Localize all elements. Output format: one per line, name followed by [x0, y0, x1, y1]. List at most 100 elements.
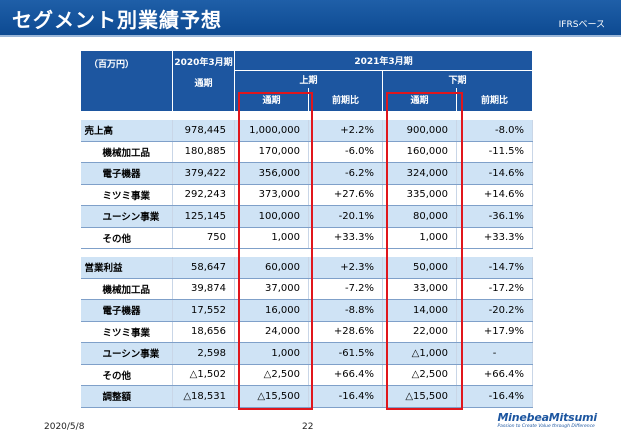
fy2020-value: 39,874	[172, 278, 235, 300]
second-half-yoy: +33.3%	[456, 227, 533, 249]
table-row: 電子機器 379,422 356,000 -6.2% 324,000 -14.6…	[80, 162, 533, 185]
fy2020-value: 17,552	[172, 299, 235, 322]
row-label: 調整額	[80, 385, 173, 408]
table-row: 機械加工品 180,885 170,000 -6.0% 160,000 -11.…	[80, 141, 533, 163]
first-half-yoy: -20.1%	[308, 205, 383, 228]
first-half-value: 37,000	[234, 278, 309, 300]
segment-forecast-table: （百万円） 2020年3月期 通期 2021年3月期 上期 下期 通期 前期比 …	[80, 50, 533, 408]
accounting-basis-label: IFRSベース	[558, 20, 605, 30]
row-label: 電子機器	[80, 162, 173, 185]
second-half-value: △1,000	[382, 342, 457, 365]
second-half-value: 14,000	[382, 299, 457, 322]
row-label: その他	[80, 227, 173, 249]
second-half-value: 22,000	[382, 321, 457, 343]
table-row: ユーシン事業 2,598 1,000 -61.5% △1,000 -	[80, 342, 533, 365]
fy2020-value: 379,422	[172, 162, 235, 185]
row-label: ミツミ事業	[80, 184, 173, 206]
first-half-value: △15,500	[234, 385, 309, 408]
second-half-yoy: -16.4%	[456, 385, 533, 408]
first-half-yoy: -6.2%	[308, 162, 383, 185]
first-half-yoy: -6.0%	[308, 141, 383, 163]
first-half-header: 上期	[234, 70, 383, 88]
first-half-yoy: +33.3%	[308, 227, 383, 249]
first-half-value: 60,000	[234, 256, 309, 279]
fy2020-value: 978,445	[172, 119, 235, 142]
page-number: 22	[302, 422, 314, 432]
table-row: ミツミ事業 18,656 24,000 +28.6% 22,000 +17.9%	[80, 321, 533, 343]
second-half-yoy: -14.6%	[456, 162, 533, 185]
fy2021-header: 2021年3月期	[234, 50, 533, 71]
fy2020-value: 2,598	[172, 342, 235, 365]
row-label: ミツミ事業	[80, 321, 173, 343]
fy2020-value: 125,145	[172, 205, 235, 228]
second-half-yoy: -11.5%	[456, 141, 533, 163]
first-half-yoy: -7.2%	[308, 278, 383, 300]
first-half-value: △2,500	[234, 364, 309, 386]
fy2020-value: 292,243	[172, 184, 235, 206]
second-half-header: 下期	[382, 70, 533, 88]
first-half-value: 100,000	[234, 205, 309, 228]
table-row: 調整額 △18,531 △15,500 -16.4% △15,500 -16.4…	[80, 385, 533, 408]
first-half-value: 16,000	[234, 299, 309, 322]
second-half-yoy: +17.9%	[456, 321, 533, 343]
title-underline	[0, 35, 621, 37]
fy2020-value: 58,647	[172, 256, 235, 279]
table-row: 機械加工品 39,874 37,000 -7.2% 33,000 -17.2%	[80, 278, 533, 300]
fy2020-value: △18,531	[172, 385, 235, 408]
second-half-yoy: +66.4%	[456, 364, 533, 386]
first-half-yoy: +2.3%	[308, 256, 383, 279]
page-title: セグメント別業績予想	[12, 8, 222, 32]
first-half-yoy-header: 前期比	[308, 87, 383, 112]
row-label: 電子機器	[80, 299, 173, 322]
row-label: 機械加工品	[80, 141, 173, 163]
title-bar: セグメント別業績予想 IFRSベース	[0, 0, 621, 35]
first-half-value: 170,000	[234, 141, 309, 163]
table-row: その他 750 1,000 +33.3% 1,000 +33.3%	[80, 227, 533, 249]
second-half-yoy-header: 前期比	[456, 87, 533, 112]
first-half-value: 373,000	[234, 184, 309, 206]
second-half-yoy: +14.6%	[456, 184, 533, 206]
first-half-yoy: +27.6%	[308, 184, 383, 206]
table-row: ミツミ事業 292,243 373,000 +27.6% 335,000 +14…	[80, 184, 533, 206]
footer-date: 2020/5/8	[44, 422, 85, 432]
second-half-full-year-header: 通期	[382, 87, 457, 112]
fy2020-header: 2020年3月期 通期	[172, 50, 235, 112]
second-half-value: 335,000	[382, 184, 457, 206]
second-half-yoy: -14.7%	[456, 256, 533, 279]
first-half-yoy: +2.2%	[308, 119, 383, 142]
second-half-value: 900,000	[382, 119, 457, 142]
table-row: 売上高 978,445 1,000,000 +2.2% 900,000 -8.0…	[80, 119, 533, 142]
second-half-yoy: -36.1%	[456, 205, 533, 228]
second-half-value: 50,000	[382, 256, 457, 279]
row-label: 営業利益	[80, 256, 173, 279]
first-half-value: 24,000	[234, 321, 309, 343]
first-half-yoy: +66.4%	[308, 364, 383, 386]
first-half-value: 356,000	[234, 162, 309, 185]
logo-tagline: Passion to Create Value through Differen…	[497, 424, 595, 429]
logo-wordmark: MinebeaMitsumi	[497, 411, 597, 424]
second-half-value: 324,000	[382, 162, 457, 185]
first-half-value: 1,000	[234, 342, 309, 365]
second-half-value: △2,500	[382, 364, 457, 386]
fy2020-value: 180,885	[172, 141, 235, 163]
second-half-yoy: -17.2%	[456, 278, 533, 300]
company-logo: MinebeaMitsumi Passion to Create Value t…	[497, 411, 597, 429]
second-half-value: 33,000	[382, 278, 457, 300]
first-half-yoy: -8.8%	[308, 299, 383, 322]
row-label: 機械加工品	[80, 278, 173, 300]
first-half-yoy: -16.4%	[308, 385, 383, 408]
first-half-value: 1,000,000	[234, 119, 309, 142]
second-half-yoy: -	[456, 342, 533, 365]
fy2020-value: 750	[172, 227, 235, 249]
row-label: その他	[80, 364, 173, 386]
fy2020-label: 2020年3月期	[174, 58, 233, 68]
row-label: ユーシン事業	[80, 342, 173, 365]
first-half-yoy: +28.6%	[308, 321, 383, 343]
first-half-value: 1,000	[234, 227, 309, 249]
fy2020-value: △1,502	[172, 364, 235, 386]
unit-label: （百万円）	[80, 50, 173, 112]
table-row: その他 △1,502 △2,500 +66.4% △2,500 +66.4%	[80, 364, 533, 386]
second-half-value: 160,000	[382, 141, 457, 163]
table-row: 営業利益 58,647 60,000 +2.3% 50,000 -14.7%	[80, 256, 533, 279]
second-half-yoy: -8.0%	[456, 119, 533, 142]
